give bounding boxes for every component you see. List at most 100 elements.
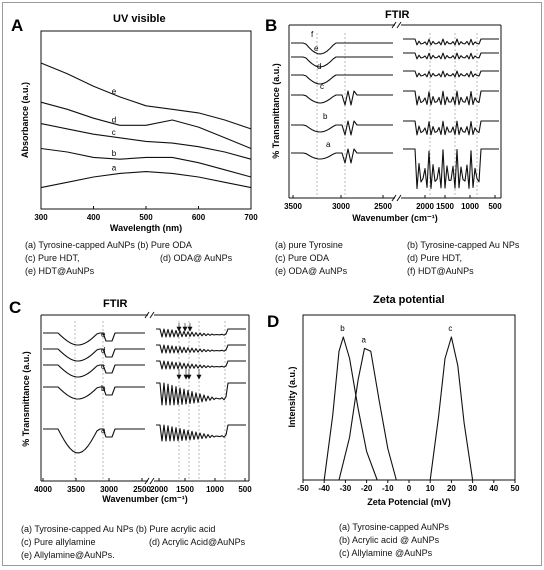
- curve-label: d: [101, 346, 105, 355]
- series-a-right: [403, 148, 499, 190]
- panel-d-legend: (a) Tyrosine-capped AuNPs (b) Acrylic ac…: [339, 521, 539, 560]
- x-tick-label: 3000: [100, 485, 118, 494]
- x-tick-label: 30: [468, 484, 477, 493]
- x-tick-label: 3000: [332, 202, 350, 211]
- panel-b-guide-lines: [316, 33, 478, 198]
- curve-label: b: [112, 149, 117, 158]
- legend-entry: (d) Acrylic Acid@AuNPs: [149, 537, 246, 547]
- legend-entry: (c) Allylamine @AuNPs: [339, 548, 433, 558]
- x-tick-label: 2000: [150, 485, 168, 494]
- curve-label: c: [320, 82, 324, 91]
- panel-a-ylabel: Absorbance (a.u.): [20, 82, 30, 158]
- x-tick-label: 1000: [461, 202, 479, 211]
- series-c-right: [156, 360, 246, 370]
- x-tick-label: 2000: [416, 202, 434, 211]
- curve-label: d: [112, 115, 116, 124]
- panel-b-chart: B FTIR 3500 3000 2500 2000 1500 1000 500 a b: [265, 9, 502, 223]
- series-b-left: [43, 386, 145, 400]
- x-tick-label: 4000: [34, 485, 52, 494]
- x-tick-label: 20: [447, 484, 456, 493]
- panel-d-x-ticks: -50 -40 -30 -20 -10 0 10 20 30 40 50: [297, 480, 520, 493]
- legend-entry: (a) pure Tyrosine: [275, 240, 343, 250]
- panel-a-xlabel: Wavelength (nm): [110, 223, 182, 233]
- panel-a-legend: (a) Tyrosine-capped AuNPs (b) Pure ODA (…: [25, 239, 265, 278]
- curve-label: a: [326, 140, 331, 149]
- legend-entry: (e) ODA@ AuNPs: [275, 266, 348, 276]
- series-a-left: [291, 148, 393, 164]
- panel-c-x-ticks: 4000 3500 3000 2500 2000 1500 1000 500: [34, 478, 252, 494]
- series-c-line: [40, 123, 252, 160]
- legend-entry: (c) Pure allylamine: [21, 537, 96, 547]
- x-tick-label: 500: [238, 485, 252, 494]
- panel-c-ylabel: % Transmittance (a.u.): [21, 351, 31, 447]
- curve-label: a: [101, 426, 106, 435]
- curve-label: c: [112, 128, 116, 137]
- x-tick-label: 300: [34, 213, 48, 222]
- x-tick-label: 3500: [67, 485, 85, 494]
- series-b-right: [403, 120, 499, 136]
- x-tick-label: 0: [407, 484, 412, 493]
- curve-label: a: [361, 335, 366, 344]
- series-b-line: [40, 147, 252, 178]
- series-a-left: [43, 428, 145, 454]
- panel-b-x-ticks: 3500 3000 2500 2000 1500 1000 500: [284, 195, 502, 211]
- panel-d: D Zeta potential -50 -40 -30 -20 -10 0 10 20 30 4…: [265, 287, 543, 565]
- x-tick-label: -50: [297, 484, 309, 493]
- panel-c: C FTIR 4000 3500 3000 2500 2000 1500 1000 500: [3, 287, 265, 565]
- legend-entry: (b) Acrylic acid @ AuNPs: [339, 535, 440, 545]
- x-tick-label: -20: [361, 484, 373, 493]
- panel-b-ylabel: % Transmittance (a.u.): [271, 63, 281, 159]
- x-tick-label: 500: [139, 213, 153, 222]
- curve-label: b: [323, 112, 328, 121]
- series-c-left: [291, 90, 393, 106]
- panel-a-curves: ab cd e: [40, 62, 252, 189]
- legend-entry: (c) Pure ODA: [275, 253, 330, 263]
- panel-a-chart: A UV visible 300 400 500 600 700 ab cd e Wavel…: [11, 13, 258, 233]
- series-f-left: [291, 42, 393, 55]
- x-tick-label: 40: [489, 484, 498, 493]
- panel-b-legend: (a) pure Tyrosine (b) Tyrosine-capped Au…: [275, 239, 543, 283]
- panel-c-guide-lines: [74, 321, 226, 481]
- legend-entry: (e) Allylamine@AuNPs.: [21, 550, 115, 560]
- series-c-left: [43, 364, 145, 378]
- panel-c-legend: (a) Tyrosine-capped Au NPs (b) Pure acry…: [21, 523, 265, 562]
- series-d-left: [291, 74, 393, 85]
- panel-c-plot-frame: [40, 311, 250, 485]
- curve-label: e: [314, 44, 319, 53]
- legend-entry: (a) Tyrosine-capped AuNPs: [339, 522, 449, 532]
- x-tick-label: 600: [192, 213, 206, 222]
- panel-d-title: Zeta potential: [373, 294, 445, 306]
- legend-entry: (b) Tyrosine-capped Au NPs: [407, 240, 520, 250]
- series-d-line: [40, 101, 252, 150]
- legend-entry: (f) HDT@AuNPs: [407, 266, 474, 276]
- panel-c-curves: a b cde: [43, 328, 246, 454]
- panel-c-chart: C FTIR 4000 3500 3000 2500 2000 1500 1000 500: [9, 298, 252, 504]
- series-c-right: [403, 90, 499, 106]
- curve-label: b: [340, 324, 345, 333]
- curve-label: e: [112, 87, 117, 96]
- series-d-right: [156, 344, 246, 354]
- panel-a-x-ticks: 300 400 500 600 700: [34, 206, 258, 222]
- panel-d-ylabel: Intensity (a.u.): [287, 366, 297, 427]
- x-tick-label: 500: [488, 202, 502, 211]
- legend-entry: (d) Pure HDT,: [407, 253, 463, 263]
- panel-a-plot-frame: [40, 30, 252, 210]
- series-e-right: [403, 52, 499, 60]
- x-tick-label: 400: [87, 213, 101, 222]
- series-e-left: [43, 332, 145, 346]
- x-tick-label: -10: [382, 484, 394, 493]
- series-b-right: [156, 382, 246, 406]
- series-b-left: [291, 120, 393, 136]
- series-a-right: [156, 424, 246, 442]
- legend-entry: (e) HDT@AuNPs: [25, 266, 95, 276]
- x-tick-label: 1500: [436, 202, 454, 211]
- curve-label: b: [101, 384, 106, 393]
- legend-entry: (a) Tyrosine-capped Au NPs (b) Pure acry…: [21, 524, 216, 534]
- panel-b-plot-frame: [288, 21, 502, 202]
- panel-d-chart: D Zeta potential -50 -40 -30 -20 -10 0 10 20 30 4…: [267, 294, 520, 507]
- legend-entry: (a) Tyrosine-capped AuNPs (b) Pure ODA: [25, 240, 192, 250]
- series-f-right: [403, 38, 499, 46]
- panel-b-title: FTIR: [385, 9, 409, 21]
- series-d-right: [403, 70, 499, 78]
